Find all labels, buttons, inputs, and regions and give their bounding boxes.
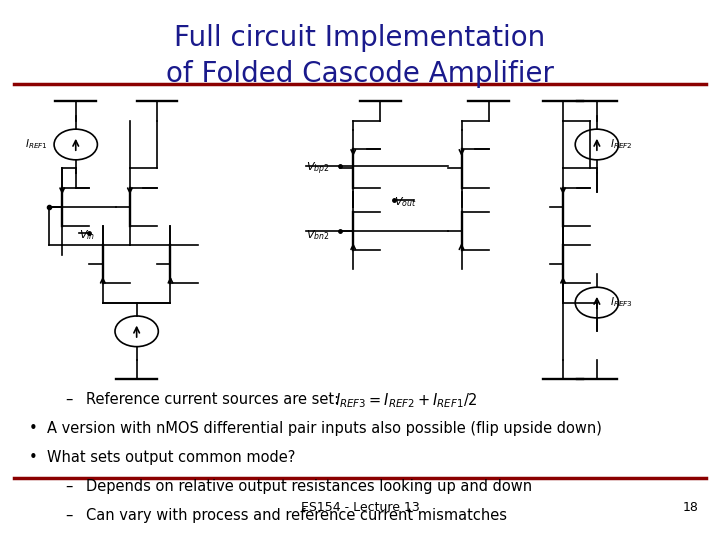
Text: •: •: [29, 450, 37, 465]
Text: $V_{bp2}$: $V_{bp2}$: [306, 160, 330, 177]
Text: $I_{REF3} = I_{REF2} + I_{REF1}/2$: $I_{REF3} = I_{REF2} + I_{REF1}/2$: [335, 392, 477, 410]
Text: Can vary with process and reference current mismatches: Can vary with process and reference curr…: [86, 508, 508, 523]
Text: –: –: [65, 392, 72, 407]
Text: A version with nMOS differential pair inputs also possible (flip upside down): A version with nMOS differential pair in…: [47, 421, 602, 436]
Text: $V_{in}$: $V_{in}$: [79, 228, 95, 242]
Text: –: –: [65, 479, 72, 494]
Text: $V_{bn2}$: $V_{bn2}$: [306, 228, 330, 242]
Text: Depends on relative output resistances looking up and down: Depends on relative output resistances l…: [86, 479, 533, 494]
Text: Reference current sources are set:: Reference current sources are set:: [86, 392, 348, 407]
Text: •: •: [29, 421, 37, 436]
Text: –: –: [65, 508, 72, 523]
Text: What sets output common mode?: What sets output common mode?: [47, 450, 295, 465]
Text: Full circuit Implementation
of Folded Cascode Amplifier: Full circuit Implementation of Folded Ca…: [166, 24, 554, 88]
Text: $I_{REF1}$: $I_{REF1}$: [25, 138, 48, 151]
Text: $I_{REF3}$: $I_{REF3}$: [611, 296, 634, 309]
Text: ES154 - Lecture 13: ES154 - Lecture 13: [301, 501, 419, 514]
Text: $I_{REF2}$: $I_{REF2}$: [611, 138, 633, 151]
Text: 18: 18: [683, 501, 698, 514]
Text: $V_{out}$: $V_{out}$: [394, 195, 416, 209]
